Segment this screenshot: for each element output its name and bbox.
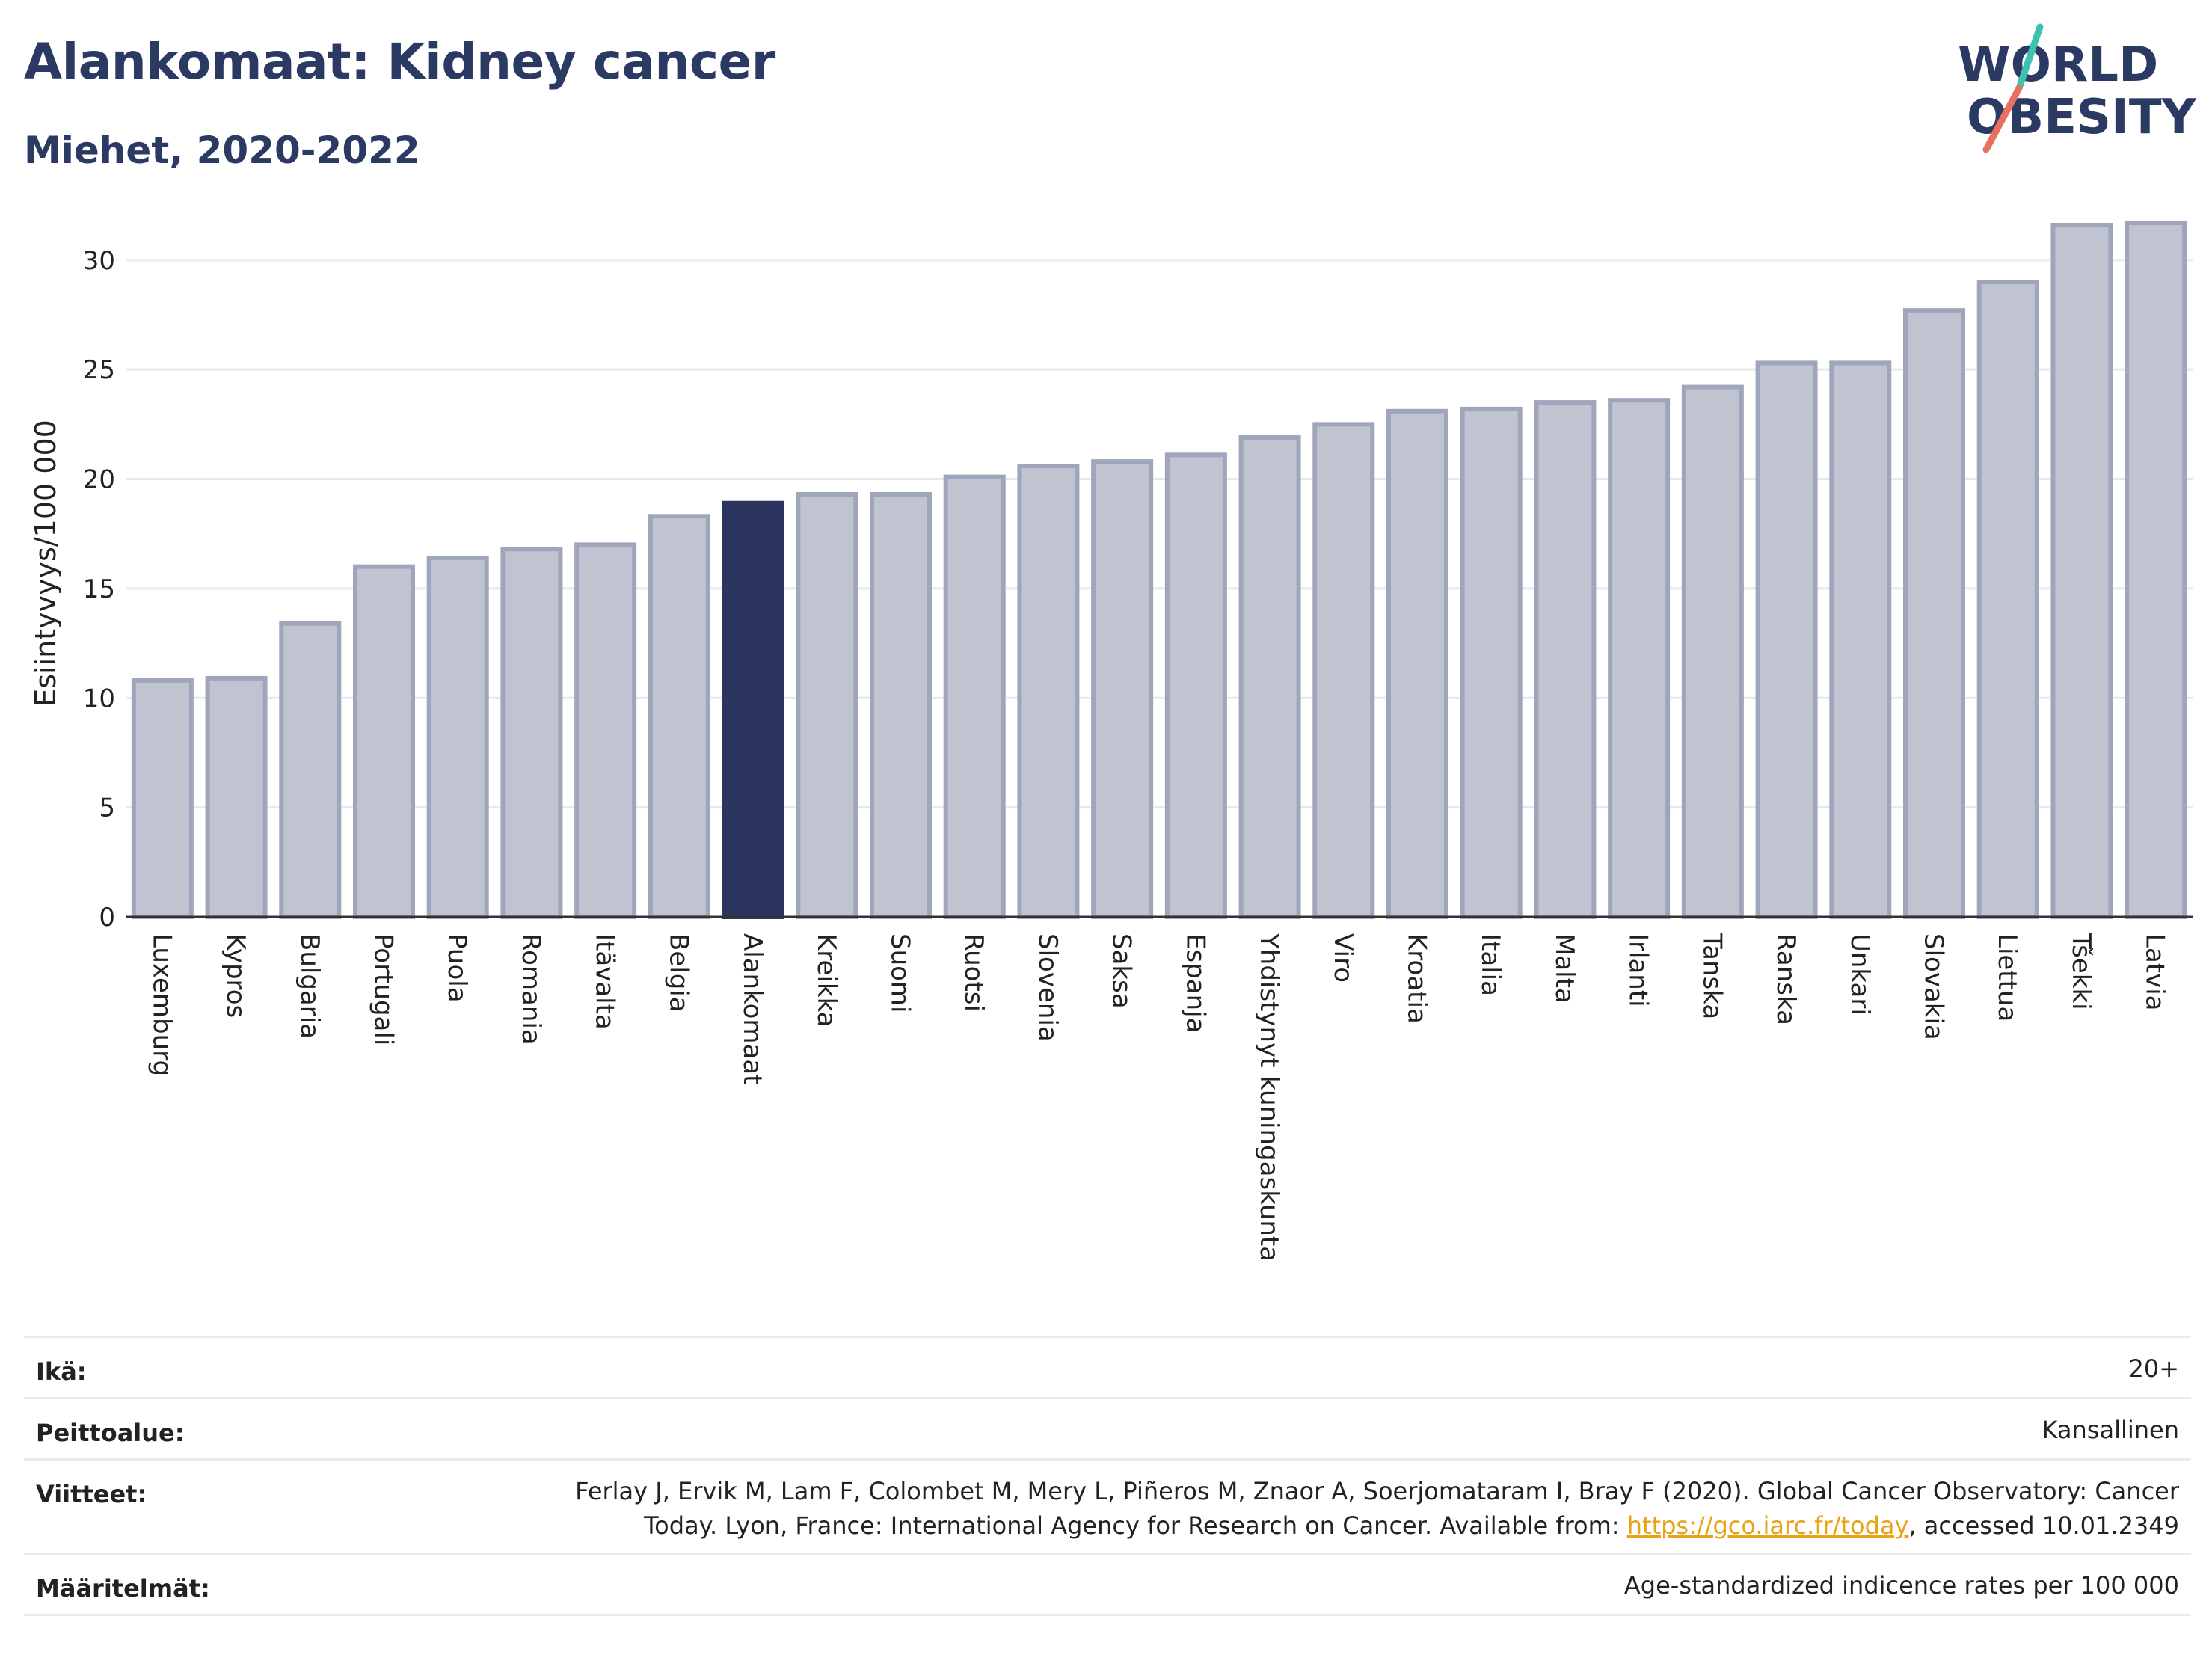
x-tick-label: Ruotsi [959,933,989,1012]
y-tick-label: 10 [83,684,115,713]
x-tick-label: Kreikka [811,933,841,1028]
chart-title: Alankomaat: Kidney cancer [24,33,775,90]
bar-alankomaat [722,500,784,919]
bar-liettua [1976,280,2039,920]
x-tick-label: Yhdistynyt kuningaskunta [1254,933,1284,1262]
x-tick-label: Viro [1328,933,1358,983]
bar-unkari [1829,360,1892,919]
meta-row-references: Viitteet: Ferlay J, Ervik M, Lam F, Colo… [24,1458,2191,1555]
x-axis-labels: Luxemburg Kypros Bulgaria Portugali Puola Rom… [147,933,2169,1262]
meta-row-age: Ikä: 20+ [24,1336,2191,1399]
meta-key-references: Viitteet: [36,1480,147,1508]
meta-key-coverage: Peittoalue: [36,1419,185,1447]
x-tick-label: Puola [442,933,472,1003]
bar-kypros [205,675,268,919]
x-tick-label: Belgia [663,933,693,1013]
logo-text-world: WORLD [1958,37,2158,93]
x-tick-label: Latvia [2140,933,2170,1011]
x-tick-label: Luxemburg [147,933,176,1076]
meta-value-age: 20+ [2128,1354,2179,1383]
x-tick-label: Alankomaat [737,933,767,1085]
reference-line-2: Today. Lyon, France: International Agenc… [644,1511,2179,1540]
bar-espanja [1164,452,1227,919]
bar-puola [426,555,489,919]
bar-bulgaria [279,621,342,920]
bars [131,221,2187,920]
bar-luxemburg [131,678,194,919]
bar-ranska [1755,360,1818,919]
x-tick-label: Portugali [369,933,399,1045]
bar-chart: 0 5 10 15 20 25 30 Luxemburg Kypros Bulgaria Port… [29,221,2193,1262]
y-tick-label: 15 [83,574,115,604]
metadata-table: Ikä: 20+ Peittoalue: Kansallinen Viittee… [24,1336,2191,1620]
x-tick-label: Itävalta [590,933,620,1030]
logo-slash-teal [2015,23,2044,92]
reference-line-1: Ferlay J, Ervik M, Lam F, Colombet M, Me… [575,1477,2179,1505]
logo-slash-coral [1982,85,2023,153]
x-tick-label: Slovakia [1919,933,1949,1040]
bar-romania [500,547,563,920]
bar-irlanti [1608,398,1671,919]
bar-saksa [1091,459,1154,919]
bar-malta [1534,400,1597,919]
x-tick-label: Malta [1549,933,1579,1004]
meta-key-definitions: Määritelmät: [36,1574,210,1603]
bar-slovenia [1017,463,1080,919]
x-tick-label: Suomi [885,933,915,1013]
world-obesity-logo: WORLD OBESITY [1958,23,2196,153]
bar-suomi [870,492,932,919]
x-tick-label: Kypros [221,933,251,1018]
y-tick-label: 30 [83,246,115,276]
meta-key-age: Ikä: [36,1357,87,1386]
bar-portugali [353,564,415,919]
x-tick-label: Bulgaria [295,933,325,1039]
x-tick-label: Slovenia [1033,933,1063,1042]
meta-value-definitions: Age-standardized indicence rates per 100… [1623,1571,2179,1600]
x-tick-label: Irlanti [1623,933,1653,1007]
x-tick-label: Saksa [1107,933,1137,1009]
bar-slovakia [1903,308,1965,919]
y-axis-ticks: 0 5 10 15 20 25 30 [83,246,115,933]
bar-tšekki [2050,222,2113,919]
x-tick-label: Romania [516,933,546,1045]
x-tick-label: Kroatia [1402,933,1432,1024]
reference-link[interactable]: https://gco.iarc.fr/today [1626,1511,1909,1540]
meta-row-definitions: Määritelmät: Age-standardized indicence … [24,1553,2191,1616]
x-tick-label: Liettua [1992,933,2022,1022]
bar-itävalta [574,542,637,919]
bar-tanska [1681,384,1744,919]
meta-value-references: Ferlay J, Ervik M, Lam F, Colombet M, Me… [575,1474,2179,1543]
chart-subtitle: Miehet, 2020-2022 [24,129,420,172]
meta-row-coverage: Peittoalue: Kansallinen [24,1397,2191,1461]
bar-italia [1460,406,1523,919]
x-tick-label: Ranska [1771,933,1801,1025]
bar-yhdistynyt-kuningaskunta [1238,435,1301,919]
bar-ruotsi [943,474,1006,919]
bar-viro [1312,422,1375,919]
x-tick-label: Espanja [1180,933,1210,1033]
x-tick-label: Tanska [1697,933,1727,1019]
y-axis-title: Esiintyvyys/100 000 [29,420,62,707]
y-tick-label: 20 [83,465,115,495]
y-tick-label: 0 [99,903,115,933]
bar-belgia [648,514,710,919]
bar-kreikka [796,492,858,919]
y-tick-label: 25 [83,355,115,385]
meta-bottom-border [24,1614,2191,1616]
x-tick-label: Unkari [1845,933,1875,1016]
y-tick-label: 5 [99,793,115,823]
bar-kroatia [1386,408,1448,919]
bar-latvia [2125,221,2187,919]
x-tick-label: Italia [1475,933,1505,996]
meta-value-coverage: Kansallinen [2042,1416,2179,1444]
x-tick-label: Tšekki [2066,933,2096,1010]
